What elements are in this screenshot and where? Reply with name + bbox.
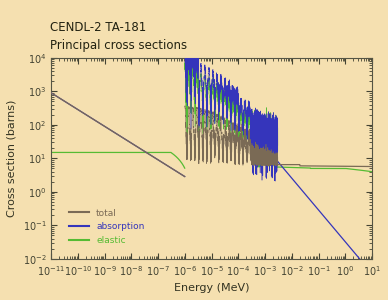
Text: Principal cross sections: Principal cross sections bbox=[50, 39, 187, 52]
Legend: total, absorption, elastic: total, absorption, elastic bbox=[65, 205, 148, 248]
X-axis label: Energy (MeV): Energy (MeV) bbox=[174, 283, 249, 293]
Y-axis label: Cross section (barns): Cross section (barns) bbox=[7, 100, 17, 217]
Text: CENDL-2 TA-181: CENDL-2 TA-181 bbox=[50, 21, 147, 34]
